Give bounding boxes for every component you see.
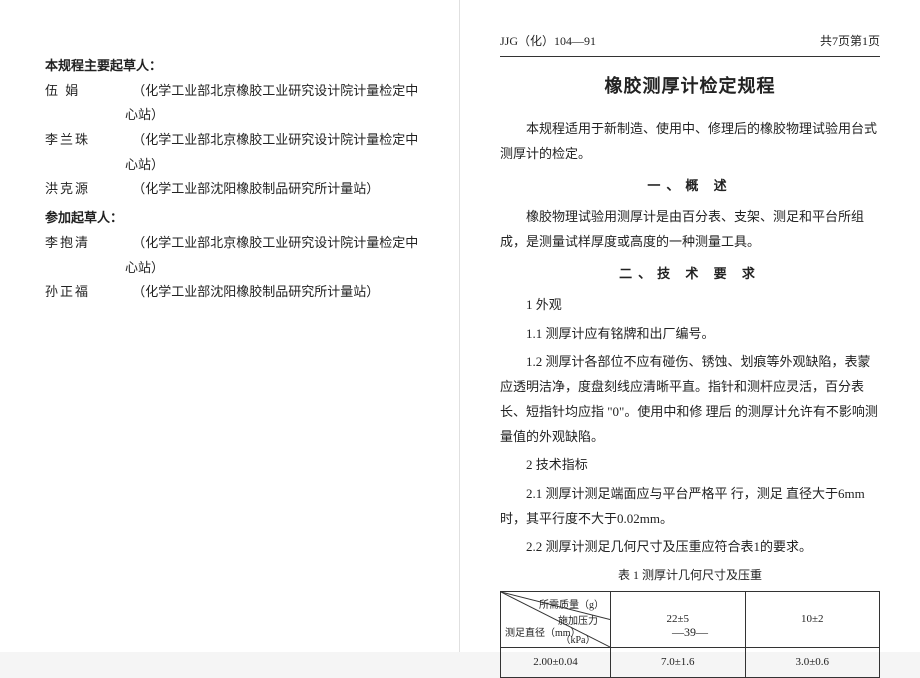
item-2-1: 2.1 测厚计测足端面应与平台严格平 行，测足 直径大于6mm时，其平行度不大于…	[500, 482, 880, 531]
item-1-2: 1.2 测厚计各部位不应有碰伤、锈蚀、划痕等外观缺陷，表蒙应透明洁净，度盘刻线应…	[500, 350, 880, 449]
item-2-2: 2.2 测厚计测足几何尺寸及压重应符合表1的要求。	[500, 535, 880, 560]
author-name: 孙正福	[85, 280, 129, 305]
page-header: JJG（化）104—91 共7页第1页	[500, 30, 880, 57]
item-2: 2 技术指标	[500, 453, 880, 478]
author-name: 李抱清	[85, 231, 129, 256]
section-1-head: 一、概 述	[500, 174, 880, 199]
author-name: 洪克源	[85, 177, 129, 202]
main-drafters-heading: 本规程主要起草人：	[45, 54, 424, 79]
section-2-head: 二、技 术 要 求	[500, 262, 880, 287]
intro-paragraph: 本规程适用于新制造、使用中、修理后的橡胶物理试验用台式测厚计的检定。	[500, 117, 880, 166]
item-1-1: 1.1 测厚计应有铭牌和出厂编号。	[500, 322, 880, 347]
author-name: 伍 娟	[85, 79, 129, 104]
standard-code: JJG（化）104—91	[500, 30, 596, 53]
section-1-body: 橡胶物理试验用测厚计是由百分表、支架、测足和平台所组成，是测量试样厚度或高度的一…	[500, 205, 880, 254]
author-affil: （化学工业部北京橡胶工业研究设计院计量检定中心站）	[125, 83, 418, 123]
author-line: 洪克源 （化学工业部沈阳橡胶制品研究所计量站）	[85, 177, 424, 202]
right-page: JJG（化）104—91 共7页第1页 橡胶测厚计检定规程 本规程适用于新制造、…	[460, 0, 920, 652]
author-affil: （化学工业部北京橡胶工业研究设计院计量检定中心站）	[125, 132, 418, 172]
page-number: —39—	[460, 621, 920, 644]
author-line: 李抱清 （化学工业部北京橡胶工业研究设计院计量检定中心站）	[85, 231, 424, 280]
author-line: 孙正福 （化学工业部沈阳橡胶制品研究所计量站）	[85, 280, 424, 305]
left-page: 本规程主要起草人： 伍 娟 （化学工业部北京橡胶工业研究设计院计量检定中心站） …	[0, 0, 460, 652]
author-name: 李兰珠	[85, 128, 129, 153]
author-affil: （化学工业部北京橡胶工业研究设计院计量检定中心站）	[125, 235, 418, 275]
author-affil: （化学工业部沈阳橡胶制品研究所计量站）	[132, 284, 379, 299]
page-count: 共7页第1页	[820, 30, 880, 53]
author-affil: （化学工业部沈阳橡胶制品研究所计量站）	[132, 181, 379, 196]
document-title: 橡胶测厚计检定规程	[500, 69, 880, 103]
author-line: 伍 娟 （化学工业部北京橡胶工业研究设计院计量检定中心站）	[85, 79, 424, 128]
participant-drafters-heading: 参加起草人：	[45, 206, 424, 231]
author-line: 李兰珠 （化学工业部北京橡胶工业研究设计院计量检定中心站）	[85, 128, 424, 177]
table-1-caption: 表 1 测厚计几何尺寸及压重	[500, 564, 880, 587]
item-1: 1 外观	[500, 293, 880, 318]
